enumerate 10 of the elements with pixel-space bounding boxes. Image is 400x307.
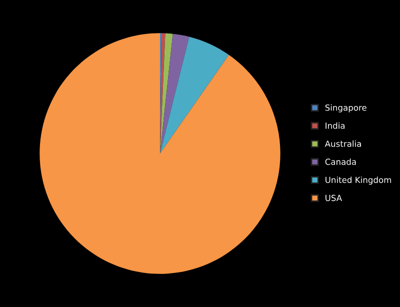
pie-slice	[160, 36, 229, 154]
legend-label: United Kingdom	[326, 176, 392, 185]
legend-label: Canada	[325, 158, 356, 165]
legend-label: USA	[326, 194, 342, 202]
pie-slice	[160, 33, 173, 154]
pie-slice	[40, 33, 280, 274]
legend-label: India	[326, 122, 345, 129]
legend-label: Australia	[324, 140, 361, 147]
legend-label: Singapore	[325, 104, 366, 112]
pie-slice	[160, 34, 190, 154]
